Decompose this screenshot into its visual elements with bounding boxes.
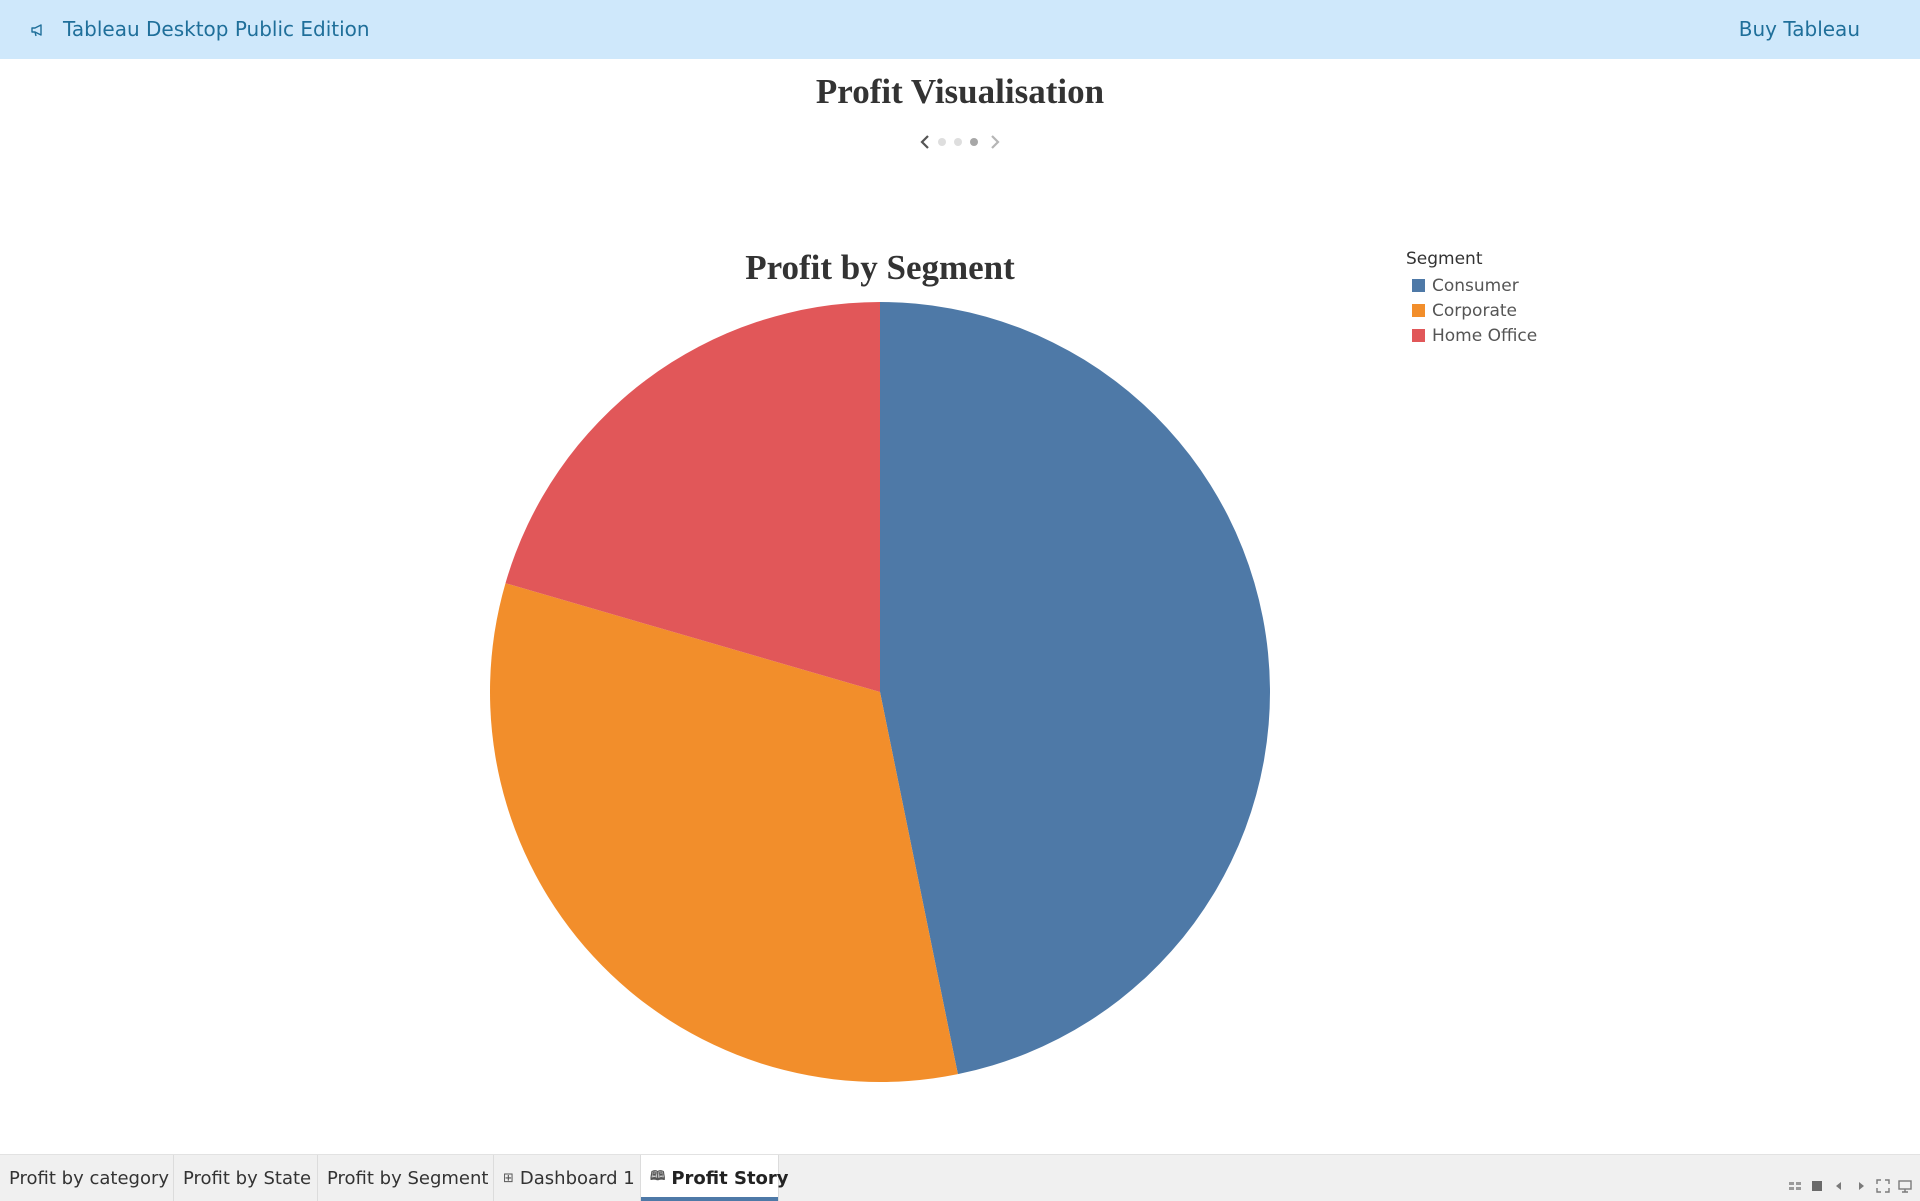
fullscreen-icon[interactable] bbox=[1876, 1179, 1890, 1193]
dashboard-icon: ⊞ bbox=[503, 1170, 514, 1186]
legend-item-home-office[interactable]: Home Office bbox=[1406, 323, 1537, 348]
filmstrip-icon[interactable] bbox=[1810, 1179, 1824, 1193]
story-point-dot-active[interactable] bbox=[970, 138, 978, 146]
tab-label: Profit by State bbox=[183, 1167, 312, 1189]
legend-label: Home Office bbox=[1432, 325, 1538, 346]
story-navigator bbox=[918, 132, 1002, 152]
tab-label: Dashboard 1 bbox=[519, 1167, 635, 1189]
tab-dashboard-1[interactable]: ⊞ Dashboard 1 bbox=[494, 1155, 641, 1201]
previous-sheet-icon[interactable] bbox=[1832, 1179, 1846, 1193]
pie-slice-corporate[interactable] bbox=[490, 583, 958, 1082]
legend-item-consumer[interactable]: Consumer bbox=[1406, 273, 1537, 298]
top-banner: Tableau Desktop Public Edition Buy Table… bbox=[0, 0, 1920, 59]
presentation-mode-icon[interactable] bbox=[1898, 1179, 1912, 1193]
pie-chart bbox=[490, 302, 1271, 1082]
story-title: Profit Visualisation bbox=[815, 72, 1105, 111]
story-point-dot[interactable] bbox=[938, 138, 946, 146]
megaphone-icon bbox=[31, 24, 42, 37]
legend-swatch bbox=[1412, 329, 1425, 342]
tab-profit-by-state[interactable]: Profit by State bbox=[174, 1155, 318, 1201]
tab-profit-story[interactable]: 🕮 Profit Story bbox=[641, 1155, 789, 1201]
tab-profit-by-segment[interactable]: Profit by Segment bbox=[318, 1155, 494, 1201]
legend-label: Corporate bbox=[1432, 300, 1517, 321]
tab-label: Profit by category bbox=[9, 1167, 170, 1189]
sheet-sorter-icon[interactable] bbox=[1788, 1179, 1802, 1193]
tab-label: Profit Story bbox=[671, 1167, 789, 1189]
chart-title: Profit by Segment bbox=[745, 248, 1015, 287]
pie-chart-svg bbox=[490, 302, 1271, 1082]
legend-title: Segment bbox=[1406, 249, 1483, 269]
tab-profit-by-category[interactable]: Profit by category bbox=[0, 1155, 174, 1201]
story-point-dot[interactable] bbox=[954, 138, 962, 146]
buy-tableau-link[interactable]: Buy Tableau bbox=[1738, 17, 1860, 41]
next-sheet-icon[interactable] bbox=[1854, 1179, 1868, 1193]
pie-slice-home-office[interactable] bbox=[505, 302, 880, 692]
chevron-right-icon[interactable] bbox=[988, 132, 1002, 152]
tab-label: Profit by Segment bbox=[327, 1167, 489, 1189]
sheet-tab-bar: Profit by category Profit by State Profi… bbox=[0, 1154, 1920, 1201]
app-title: Tableau Desktop Public Edition bbox=[63, 17, 370, 41]
sheet-controls bbox=[1780, 1179, 1912, 1193]
legend-label: Consumer bbox=[1432, 275, 1519, 296]
legend-swatch bbox=[1412, 279, 1425, 292]
legend: Segment Consumer Corporate Home Office bbox=[1406, 248, 1537, 348]
legend-swatch bbox=[1412, 304, 1425, 317]
chevron-left-icon[interactable] bbox=[918, 132, 932, 152]
pie-slice-consumer[interactable] bbox=[880, 302, 1271, 1075]
legend-item-corporate[interactable]: Corporate bbox=[1406, 298, 1537, 323]
story-icon: 🕮 bbox=[650, 1169, 666, 1184]
